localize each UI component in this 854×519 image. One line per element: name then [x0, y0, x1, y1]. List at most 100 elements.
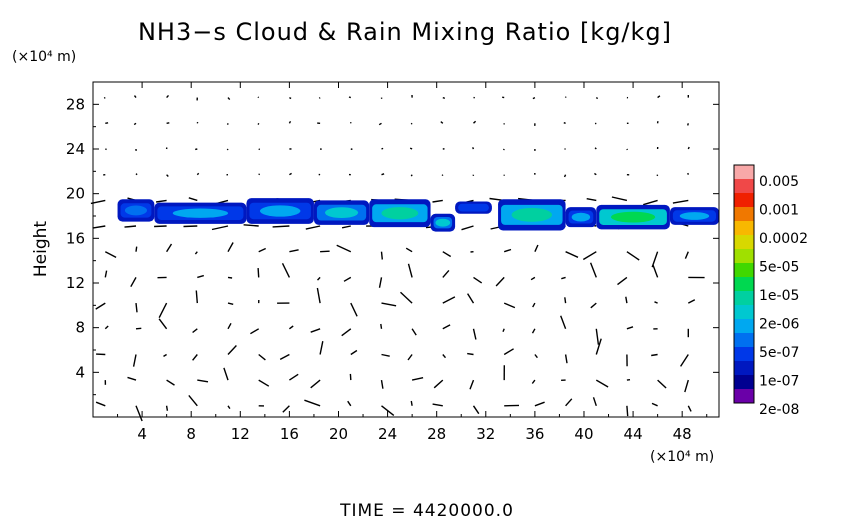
- wind-vector: [194, 251, 198, 255]
- wind-vector: [563, 122, 566, 124]
- x-tick-label-28: 28: [427, 425, 446, 443]
- wind-vector: [564, 354, 568, 364]
- wind-vector: [405, 247, 413, 253]
- wind-vector: [378, 122, 382, 126]
- wind-vector: [135, 303, 138, 313]
- x-tick-label-16: 16: [280, 425, 299, 443]
- colorbar-label-2: 0.0002: [759, 231, 808, 247]
- wind-vector: [227, 242, 234, 253]
- wind-vector: [595, 379, 609, 388]
- wind-vector: [105, 122, 109, 124]
- wind-vector: [531, 328, 536, 334]
- wind-vector: [467, 293, 475, 304]
- x-tick-label-12: 12: [231, 425, 250, 443]
- wind-vector: [410, 122, 413, 125]
- wind-vector: [672, 199, 689, 204]
- wind-vector: [316, 276, 321, 281]
- colorbar-swatch-3: [734, 207, 754, 221]
- cloud-segment-core-5: [435, 218, 451, 227]
- y-unit-label: (×10⁴ m): [12, 49, 76, 65]
- colorbar-swatch-8: [734, 277, 754, 291]
- wind-vector: [652, 265, 659, 278]
- wind-vector: [211, 225, 229, 231]
- wind-vector: [530, 276, 536, 281]
- wind-vector: [684, 251, 689, 259]
- wind-vector: [651, 402, 658, 407]
- wind-vector: [155, 199, 167, 203]
- wind-vector: [320, 250, 330, 253]
- wind-vector: [223, 367, 229, 381]
- wind-vector: [433, 379, 444, 389]
- colorbar-swatch-2: [734, 193, 754, 207]
- wind-vector: [197, 274, 204, 279]
- wind-vector: [467, 352, 474, 356]
- wind-vector: [502, 148, 505, 151]
- wind-vector: [103, 96, 106, 99]
- wind-vector: [347, 400, 352, 407]
- colorbar-swatch-5: [734, 235, 754, 249]
- y-tick-label-24: 24: [66, 140, 85, 158]
- wind-vector: [502, 328, 505, 333]
- wind-vector: [183, 225, 198, 228]
- wind-vector: [227, 405, 231, 409]
- wind-vector: [257, 268, 260, 278]
- wind-vector: [380, 251, 383, 260]
- wind-vector: [289, 172, 292, 176]
- x-tick-label-44: 44: [624, 425, 643, 443]
- wind-vector: [442, 324, 451, 330]
- wind-vector: [381, 405, 395, 416]
- colorbar-label-6: 5e-07: [759, 345, 799, 361]
- wind-vector: [687, 172, 689, 175]
- wind-vector: [95, 302, 106, 310]
- wind-vector: [595, 97, 599, 100]
- wind-vector: [154, 225, 167, 228]
- wind-vector: [400, 291, 413, 304]
- wind-vector: [257, 96, 260, 99]
- wind-vector: [582, 251, 597, 261]
- chart-title: NH3−s Cloud & Rain Mixing Ratio [kg/kg]: [138, 18, 672, 46]
- wind-vector: [104, 325, 109, 330]
- wind-vector-field: [90, 94, 705, 422]
- colorbar-label-3: 5e-05: [759, 260, 799, 276]
- time-label: TIME: [339, 501, 385, 519]
- x-tick-label-20: 20: [329, 425, 348, 443]
- wind-vector: [473, 120, 477, 124]
- wind-vector: [411, 377, 424, 381]
- wind-vector: [227, 276, 233, 279]
- wind-vector: [289, 373, 299, 381]
- wind-vector: [133, 122, 137, 126]
- wind-vector: [469, 379, 475, 390]
- wind-vector: [166, 94, 170, 99]
- wind-vector: [381, 173, 385, 176]
- wind-vector: [192, 328, 198, 334]
- wind-vector: [319, 341, 324, 355]
- cloud-segment-core-4: [381, 207, 419, 220]
- wind-vector: [288, 120, 292, 124]
- wind-vector: [272, 225, 290, 228]
- colorbar-swatch-13: [734, 347, 754, 361]
- wind-vector: [104, 270, 108, 278]
- wind-vector: [472, 328, 477, 340]
- wind-vector: [532, 96, 536, 100]
- y-tick-label-28: 28: [66, 95, 85, 113]
- wind-vector: [560, 315, 567, 330]
- wind-vector: [135, 246, 138, 252]
- y-tick-label-8: 8: [75, 319, 85, 337]
- wind-vector: [472, 405, 480, 415]
- wind-vector: [532, 302, 536, 308]
- wind-vector: [196, 172, 200, 176]
- wind-vector: [350, 302, 358, 317]
- x-axis-ticks: 4 8 12 16 20 24 28 32 36 40 44 48: [117, 82, 708, 443]
- wind-vector: [258, 379, 270, 387]
- wind-vector: [381, 302, 397, 307]
- y-tick-label-12: 12: [66, 274, 85, 292]
- wind-vector: [288, 325, 294, 330]
- wind-vector: [410, 174, 413, 177]
- wind-vector: [227, 97, 231, 101]
- wind-vector: [503, 348, 514, 356]
- x-unit-label: (×10⁴ m): [650, 449, 714, 465]
- wind-vector: [166, 122, 170, 124]
- wind-vector: [258, 148, 261, 151]
- time-value: 4420000.0: [413, 501, 514, 519]
